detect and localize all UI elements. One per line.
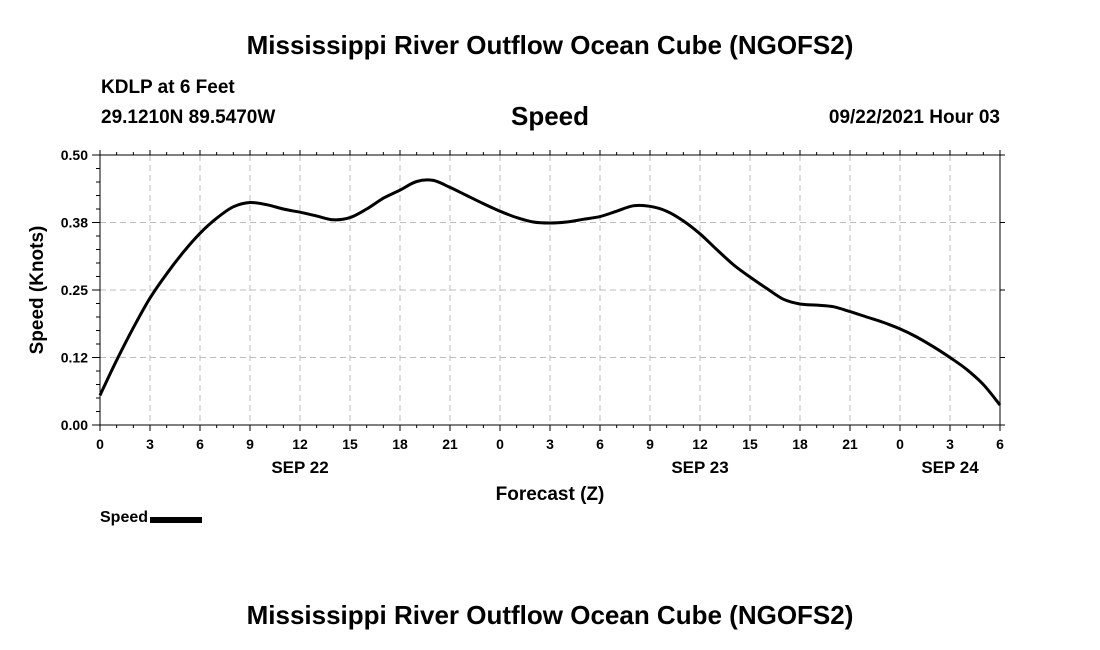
y-tick-label: 0.25 (61, 282, 88, 298)
x-tick-label: 18 (792, 436, 808, 452)
station-coordinates: 29.1210N 89.5470W (101, 107, 276, 128)
legend-swatch (150, 517, 203, 523)
y-tick-label: 0.50 (61, 147, 88, 163)
x-tick-label: 3 (946, 436, 954, 452)
x-tick-label: 6 (996, 436, 1004, 452)
date-label: SEP 24 (921, 458, 979, 477)
x-tick-label: 3 (546, 436, 554, 452)
x-tick-label: 9 (646, 436, 654, 452)
x-tick-label: 12 (692, 436, 708, 452)
x-tick-label: 21 (842, 436, 858, 452)
x-tick-label: 15 (742, 436, 758, 452)
x-tick-label: 21 (442, 436, 458, 452)
x-tick-label: 0 (496, 436, 504, 452)
y-tick-label: 0.00 (61, 417, 88, 433)
station-label: KDLP at 6 Feet (101, 77, 235, 98)
y-tick-label: 0.38 (61, 215, 88, 231)
plot-frame (99, 154, 1001, 426)
x-tick-label: 0 (96, 436, 104, 452)
x-tick-label: 6 (196, 436, 204, 452)
x-axis-title: Forecast (Z) (496, 484, 605, 505)
date-label: SEP 22 (271, 458, 328, 477)
chart-title: Speed (510, 101, 590, 131)
y-tick-label: 0.12 (61, 350, 88, 366)
x-tick-label: 9 (246, 436, 254, 452)
x-tick-label: 18 (392, 436, 408, 452)
axis-ticks (92, 150, 1005, 431)
footer-title: Mississippi River Outflow Ocean Cube (NG… (246, 600, 854, 630)
grid (100, 155, 1000, 425)
x-tick-label: 6 (596, 436, 604, 452)
y-axis-title: Speed (Knots) (27, 226, 48, 355)
series (98, 178, 1002, 406)
axis-labels: 0 3 6 9 12 15 18 21 0 3 6 9 12 15 18 21 0 3 6 0.00 0.12 0.25 0… (61, 147, 1004, 477)
x-tick-label: 3 (146, 436, 154, 452)
x-tick-label: 15 (342, 436, 358, 452)
legend: Speed (100, 509, 203, 527)
forecast-timestamp: 09/22/2021 Hour 03 (828, 107, 1000, 128)
page-title: Mississippi River Outflow Ocean Cube (NG… (246, 30, 854, 60)
series-line-speed (98, 178, 1002, 406)
x-tick-label: 12 (292, 436, 308, 452)
legend-label: Speed (100, 509, 149, 526)
date-label: SEP 23 (671, 458, 728, 477)
x-tick-label: 0 (896, 436, 904, 452)
